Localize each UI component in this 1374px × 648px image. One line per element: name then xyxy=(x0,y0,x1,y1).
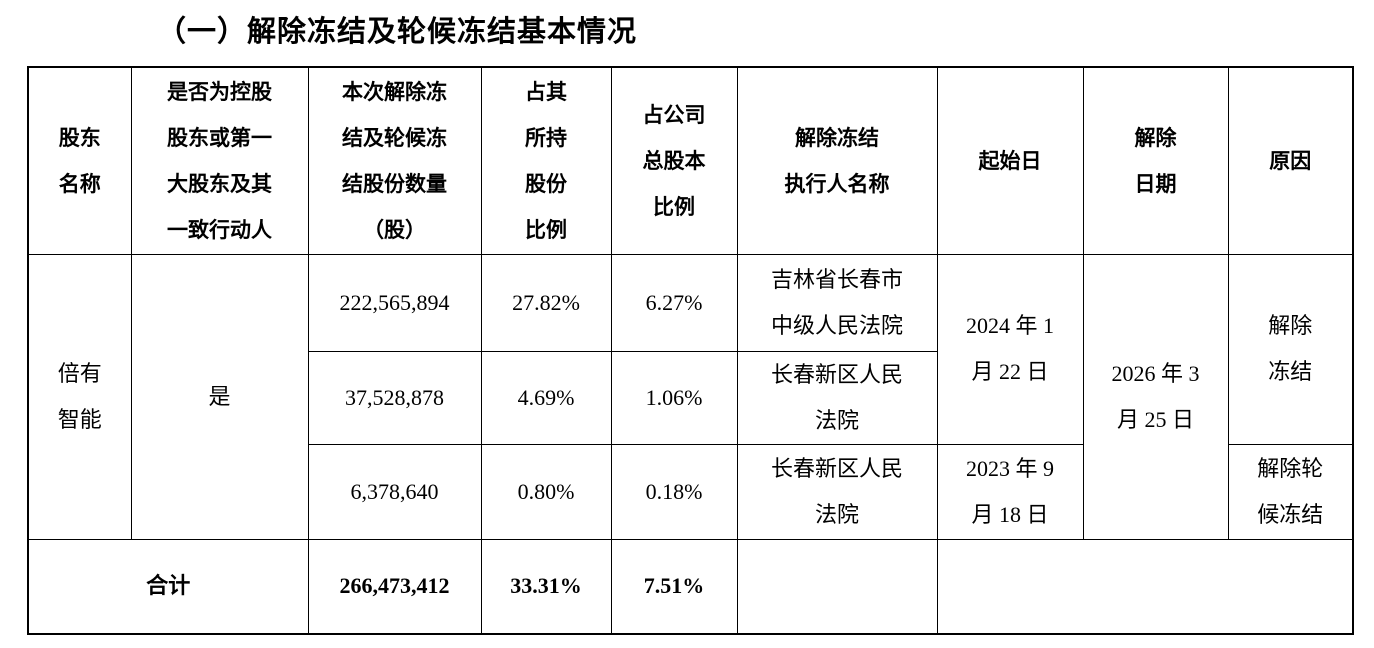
table-header-row: 股东 名称 是否为控股 股东或第一 大股东及其 一致行动人 本次解除冻 结及轮候… xyxy=(27,66,1354,255)
cell-is-controlling: 是 xyxy=(130,253,309,540)
cell-reason-3: 解除轮 候冻结 xyxy=(1227,443,1354,540)
cell-start-date-3: 2023 年 9 月 18 日 xyxy=(936,443,1084,540)
cell-total-shares: 266,473,412 xyxy=(307,538,482,635)
cell-shares-1: 222,565,894 xyxy=(307,253,482,352)
header-executor-name: 解除冻结 执行人名称 xyxy=(736,66,938,255)
header-is-controlling: 是否为控股 股东或第一 大股东及其 一致行动人 xyxy=(130,66,309,255)
cell-pct-total-2: 1.06% xyxy=(610,350,738,445)
cell-pct-held-2: 4.69% xyxy=(480,350,612,445)
table-row: 倍有 智能 是 222,565,894 27.82% 6.27% 吉林省长春市 … xyxy=(27,253,1354,540)
cell-total-executor-empty xyxy=(736,538,938,635)
cell-release-date: 2026 年 3 月 25 日 xyxy=(1082,253,1229,540)
cell-total-label: 合计 xyxy=(27,538,309,635)
cell-pct-total-1: 6.27% xyxy=(610,253,738,352)
cell-start-date-1: 2024 年 1 月 22 日 xyxy=(936,253,1084,445)
header-shareholder-name: 股东 名称 xyxy=(27,66,132,255)
header-pct-of-total: 占公司 总股本 比例 xyxy=(610,66,738,255)
freeze-release-table: 股东 名称 是否为控股 股东或第一 大股东及其 一致行动人 本次解除冻 结及轮候… xyxy=(27,66,1354,635)
cell-shareholder-name: 倍有 智能 xyxy=(27,253,132,540)
cell-executor-3: 长春新区人民 法院 xyxy=(736,443,938,540)
cell-pct-held-3: 0.80% xyxy=(480,443,612,540)
cell-pct-held-1: 27.82% xyxy=(480,253,612,352)
cell-shares-2: 37,528,878 xyxy=(307,350,482,445)
cell-pct-total-3: 0.18% xyxy=(610,443,738,540)
header-start-date: 起始日 xyxy=(936,66,1084,255)
table-row: 6,378,640 0.80% 0.18% 长春新区人民 法院 2023 年 9… xyxy=(28,443,1354,540)
cell-executor-1: 吉林省长春市 中级人民法院 xyxy=(736,253,938,352)
header-pct-of-held: 占其 所持 股份 比例 xyxy=(480,66,612,255)
section-title: （一）解除冻结及轮候冻结基本情况 xyxy=(157,16,638,48)
cell-executor-2: 长春新区人民 法院 xyxy=(736,350,938,445)
cell-total-dates-empty xyxy=(936,538,1354,635)
cell-total-pct-total: 7.51% xyxy=(610,538,738,635)
header-reason: 原因 xyxy=(1227,66,1354,255)
table-total-row: 合计 266,473,412 33.31% 7.51% xyxy=(27,538,1354,635)
header-release-date: 解除 日期 xyxy=(1082,66,1229,255)
cell-total-pct-held: 33.31% xyxy=(480,538,612,635)
cell-reason-1: 解除 冻结 xyxy=(1227,253,1354,445)
cell-shares-3: 6,378,640 xyxy=(307,443,482,540)
header-shares-count: 本次解除冻 结及轮候冻 结股份数量 （股） xyxy=(307,66,482,255)
